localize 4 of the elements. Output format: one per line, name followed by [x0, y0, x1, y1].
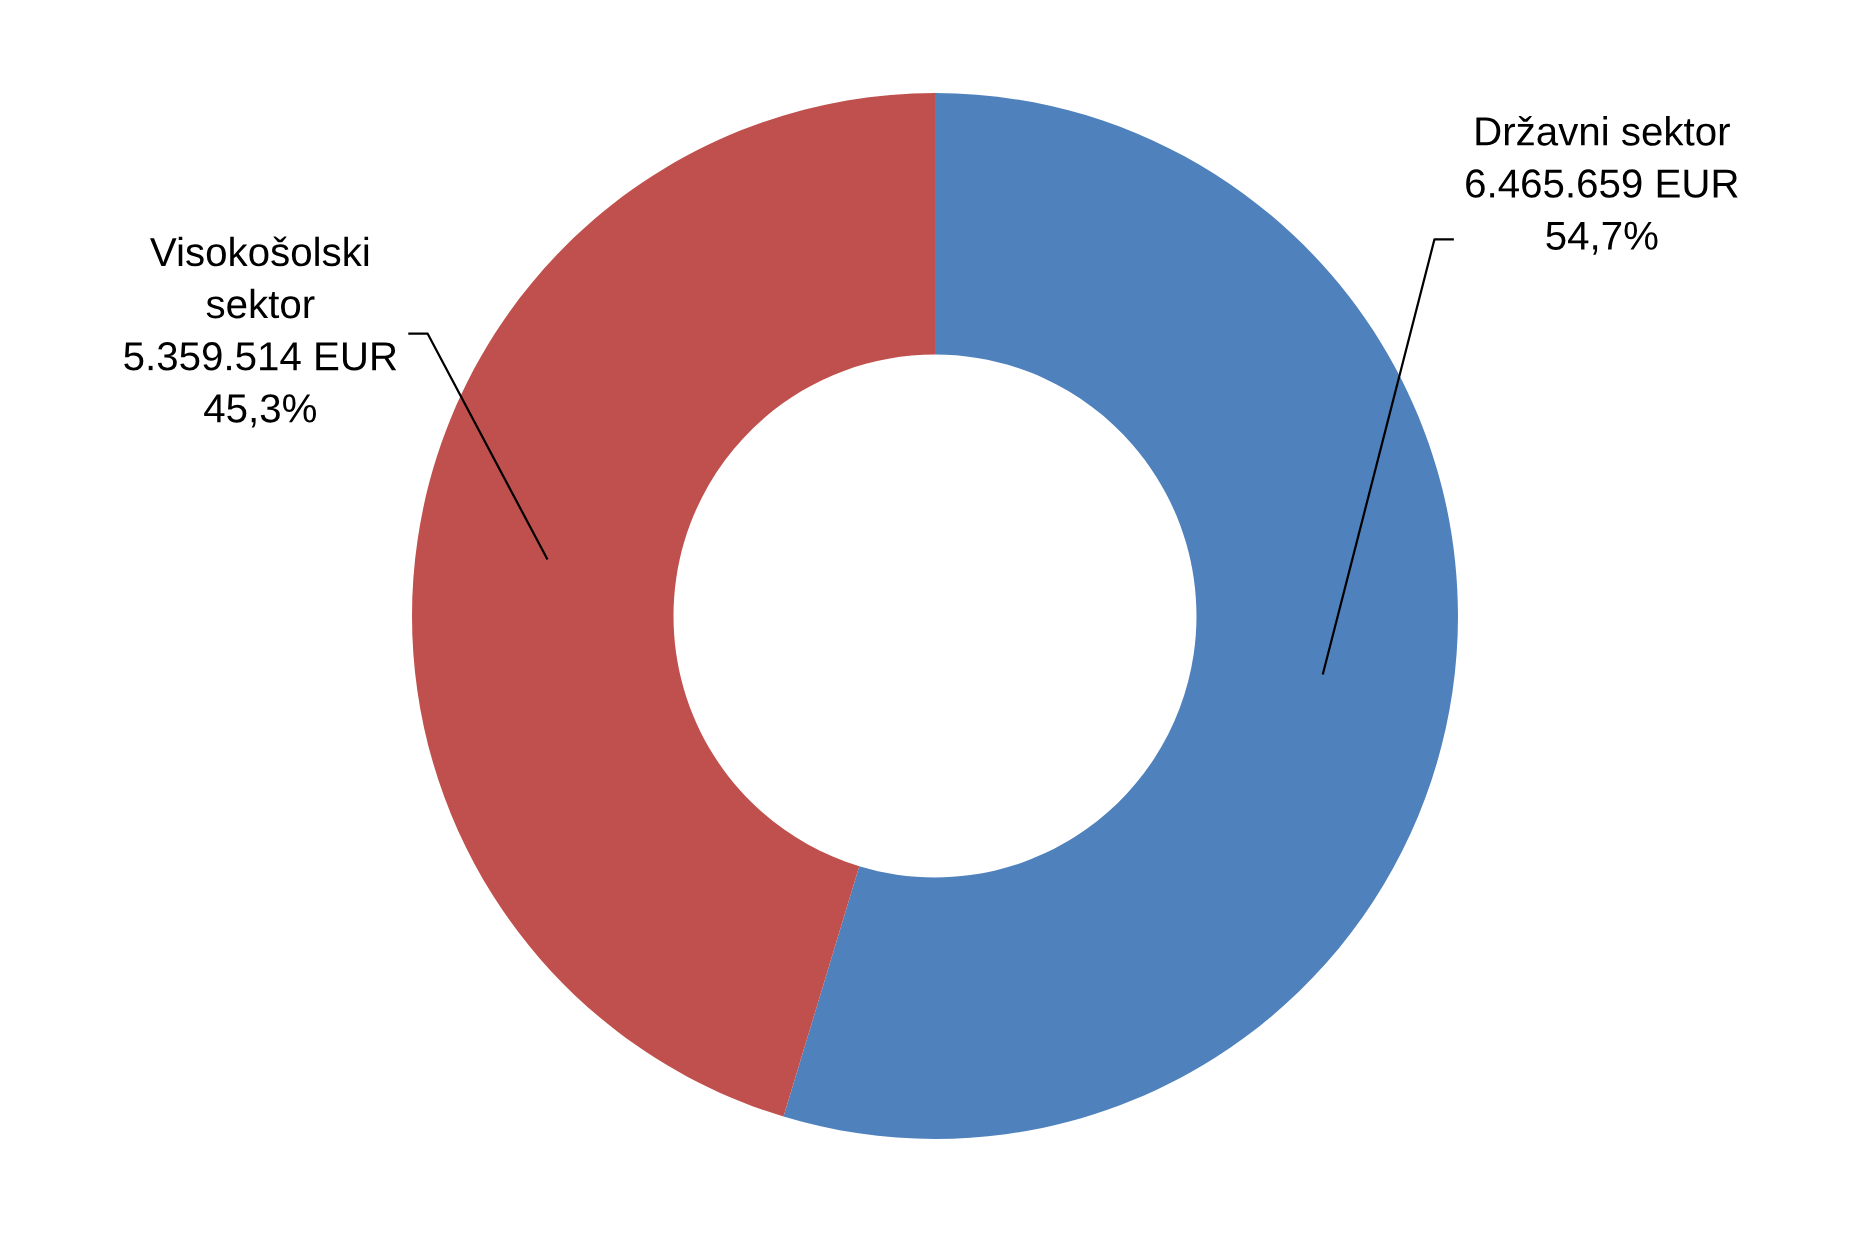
slice-label: Visokošolski sektor	[150, 236, 369, 319]
data-label: 5.359.514 EUR 45,3%	[124, 342, 397, 428]
slice-label: Državni sektor	[1476, 115, 1730, 146]
data-label: 6.465.659 EUR 54,7%	[1466, 169, 1738, 255]
